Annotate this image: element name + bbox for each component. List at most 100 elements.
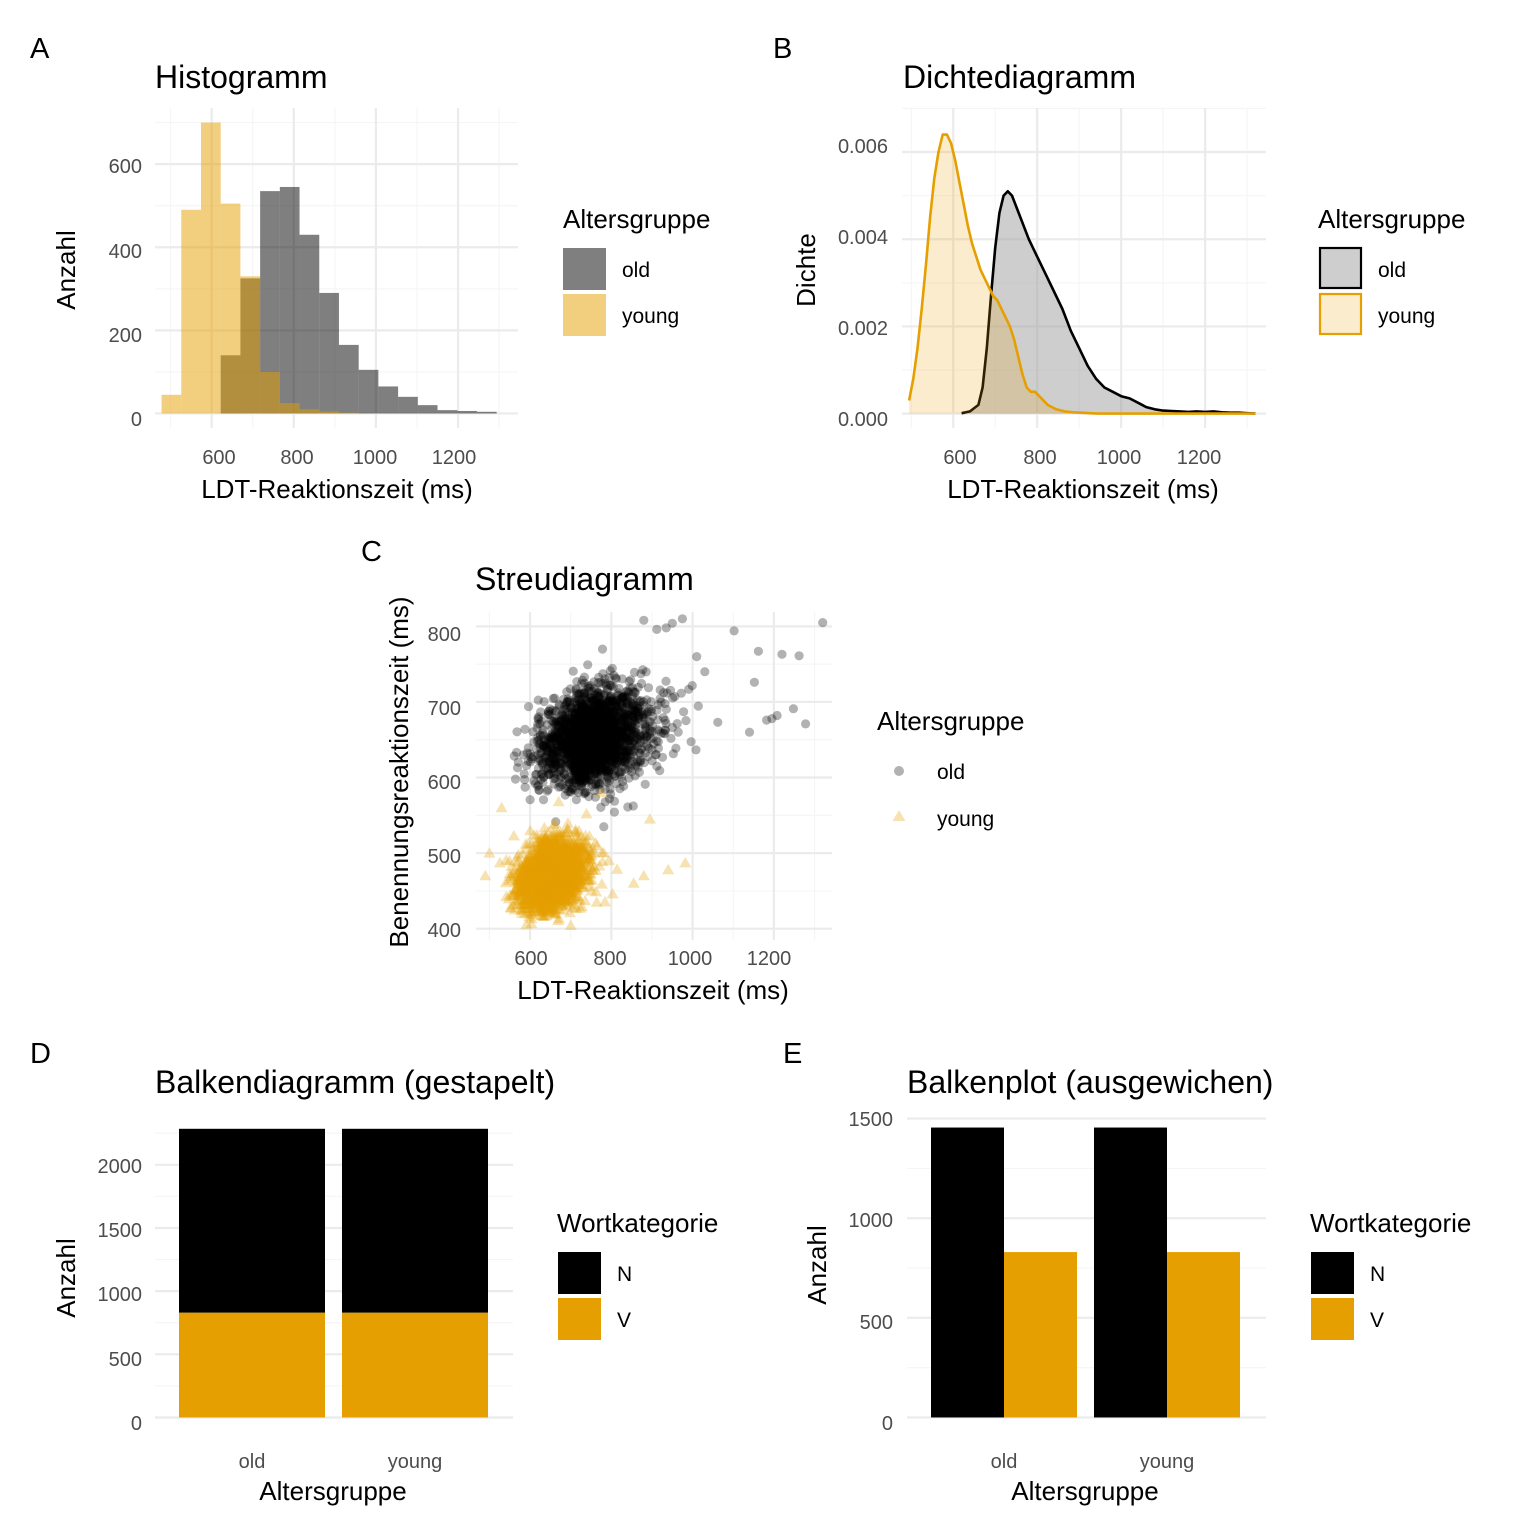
scatter-point-old <box>600 751 610 761</box>
scatter-point-old <box>666 733 676 744</box>
scatter-point-old <box>599 725 609 735</box>
scatter-point-old <box>607 716 618 726</box>
scatter-point-old <box>652 736 662 746</box>
scatter-point-old <box>578 725 588 736</box>
scatter-point-old <box>602 734 612 745</box>
scatter-point-old <box>571 758 581 768</box>
scatter-point-old <box>556 725 566 735</box>
scatter-point-old <box>544 754 554 764</box>
scatter-point-old <box>620 692 630 703</box>
scatter-point-old <box>562 750 572 760</box>
scatter-point-old <box>628 712 638 722</box>
scatter-point-old <box>565 684 576 694</box>
scatter-point-old <box>594 735 604 745</box>
scatter-point-old <box>570 708 581 719</box>
scatter-point-old <box>558 742 569 752</box>
scatter-point-old <box>585 730 595 740</box>
scatter-point-old <box>620 753 630 764</box>
scatter-point-old <box>605 749 615 759</box>
scatter-point-old <box>573 716 583 726</box>
panel-tag-e: E <box>783 1038 802 1070</box>
scatter-point-old <box>537 758 547 768</box>
legend-label-v: V <box>1370 1309 1384 1332</box>
scatter-point-old <box>577 706 587 716</box>
scatter-point-old <box>617 727 627 737</box>
scatter-point-old <box>590 727 600 737</box>
scatter-point-old <box>594 733 604 744</box>
scatter-point-old <box>557 726 567 736</box>
scatter-point-old <box>607 733 617 743</box>
scatter-point-old <box>633 707 643 717</box>
scatter-point-old <box>592 714 602 725</box>
scatter-point-old <box>577 742 587 753</box>
scatter-point-young <box>606 887 619 899</box>
scatter-point-old <box>570 756 580 766</box>
scatter-point-old <box>591 691 602 701</box>
scatter-point-old <box>621 708 631 719</box>
scatter-point-old <box>578 742 588 753</box>
scatter-point-old <box>587 741 597 751</box>
scatter-point-old <box>593 746 603 757</box>
scatter-point-old <box>574 763 584 774</box>
scatter-point-old <box>567 743 577 753</box>
scatter-point-old <box>570 708 580 719</box>
scatter-point-old <box>788 704 799 714</box>
scatter-point-old <box>554 733 564 743</box>
scatter-point-old <box>615 752 625 762</box>
scatter-point-old <box>605 755 615 765</box>
scatter-point-old <box>566 747 576 757</box>
scatter-point-old <box>591 740 602 750</box>
scatter-point-old <box>602 711 612 721</box>
scatter-point-old <box>581 731 591 741</box>
scatter-point-old <box>560 711 570 721</box>
scatter-point-old <box>559 742 569 752</box>
scatter-point-old <box>617 728 627 738</box>
scatter-point-old <box>625 750 635 760</box>
scatter-point-old <box>512 727 522 737</box>
scatter-point-old <box>533 763 544 774</box>
density-curves <box>907 133 1256 415</box>
scatter-point-old <box>561 738 571 748</box>
scatter-point-old <box>597 738 607 748</box>
scatter-point-old <box>573 746 583 756</box>
scatter-point-old <box>537 769 547 779</box>
scatter-point-old <box>713 717 723 727</box>
scatter-point-old <box>620 717 631 728</box>
scatter-point-old <box>583 740 593 750</box>
legend-key-young <box>1318 292 1363 336</box>
scatter-point-old <box>594 714 604 724</box>
scatter-point-old <box>594 724 604 734</box>
scatter-point-old <box>573 729 583 740</box>
scatter-point-old <box>619 781 629 791</box>
scatter-point-old <box>570 723 580 733</box>
scatter-point-old <box>610 752 620 762</box>
y-tick-label: 600 <box>109 156 142 178</box>
scatter-point-old <box>554 735 564 745</box>
scatter-point-old <box>575 743 585 753</box>
scatter-point-old <box>600 678 610 688</box>
scatter-point-old <box>581 738 591 748</box>
scatter-point-old <box>611 719 621 730</box>
scatter-point-old <box>570 731 580 741</box>
histogram-bar-young <box>161 394 182 414</box>
scatter-point-old <box>676 688 686 698</box>
scatter-point-old <box>558 723 569 733</box>
legend: Altersgruppe old young <box>563 204 710 336</box>
scatter-point-old <box>607 706 617 716</box>
scatter-point-old <box>554 746 564 757</box>
scatter-point-old <box>607 695 617 705</box>
scatter-point-old <box>589 753 599 764</box>
scatter-point-old <box>595 725 605 735</box>
scatter-point-old <box>700 667 710 677</box>
scatter-point-old <box>565 718 576 728</box>
scatter-point-old <box>622 733 632 743</box>
scatter-point-old <box>595 722 606 733</box>
scatter-point-old <box>572 771 582 782</box>
scatter-point-old <box>582 743 592 753</box>
scatter-point-old <box>580 770 590 780</box>
scatter-point-old <box>601 726 611 737</box>
scatter-point-old <box>583 736 593 746</box>
scatter-point-old <box>583 767 594 777</box>
scatter-point-old <box>575 753 585 763</box>
scatter-point-old <box>544 738 554 748</box>
